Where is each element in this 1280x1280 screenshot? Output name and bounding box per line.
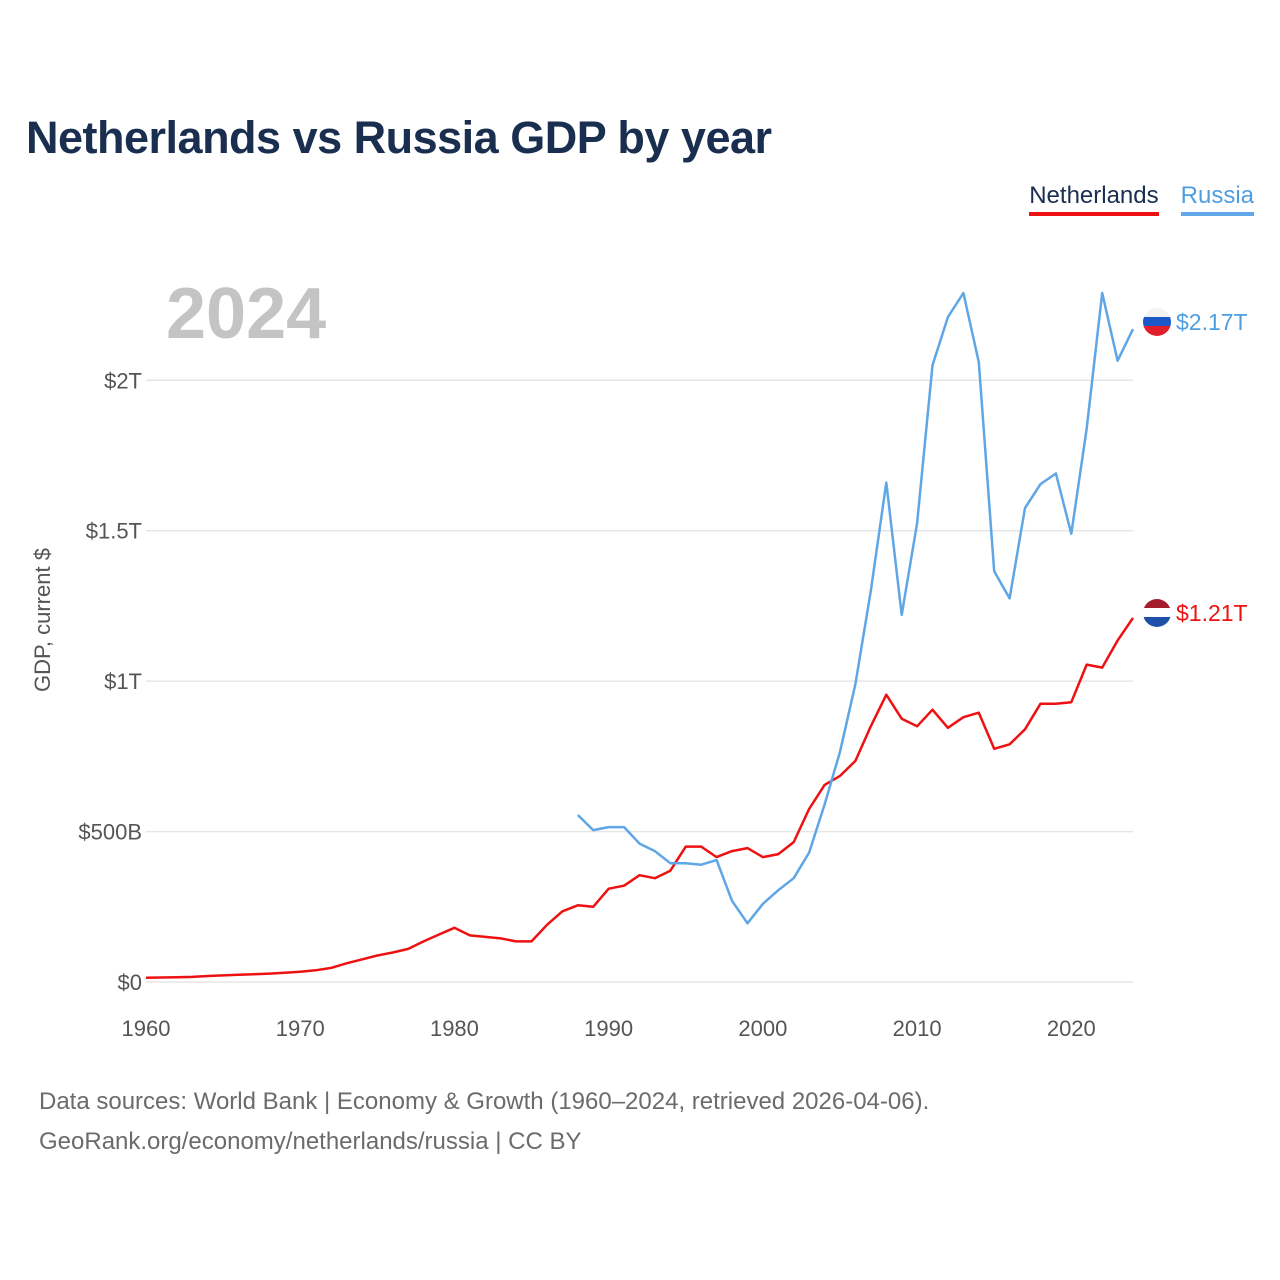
y-axis-ticks: $0 $500B $1T $1.5T $2T <box>78 368 142 995</box>
y-tick-label: $1.5T <box>86 519 142 544</box>
y-tick-label: $1T <box>104 669 142 694</box>
chart-title: Netherlands vs Russia GDP by year <box>26 112 772 163</box>
russia-flag-icon <box>1143 308 1171 336</box>
y-tick-label: $500B <box>78 820 142 845</box>
y-axis-label: GDP, current $ <box>30 548 55 692</box>
gdp-line-chart: $0 $500B $1T $1.5T $2T 1960 1970 1980 1990 2000 2… <box>30 274 1248 1041</box>
x-tick-label: 1960 <box>122 1016 171 1041</box>
series-line-russia[interactable] <box>576 291 1135 925</box>
series-lines <box>145 291 1135 980</box>
x-tick-label: 1980 <box>430 1016 479 1041</box>
x-tick-label: 1990 <box>584 1016 633 1041</box>
x-tick-label: 1970 <box>276 1016 325 1041</box>
x-tick-label: 2020 <box>1047 1016 1096 1041</box>
source-line-1: Data sources: World Bank | Economy & Gro… <box>39 1088 930 1115</box>
x-tick-label: 2000 <box>738 1016 787 1041</box>
legend: Netherlands Russia <box>1029 182 1254 216</box>
netherlands-flag-icon <box>1143 599 1171 627</box>
gridlines <box>146 379 1133 983</box>
y-tick-label: $0 <box>118 970 142 995</box>
x-tick-label: 2010 <box>893 1016 942 1041</box>
series-line-netherlands[interactable] <box>145 617 1135 980</box>
year-label: 2024 <box>166 274 326 354</box>
legend-netherlands[interactable]: Netherlands <box>1029 182 1159 216</box>
legend-russia[interactable]: Russia <box>1180 182 1254 216</box>
y-tick-label: $2T <box>104 368 142 393</box>
source-note: Data sources: World Bank | Economy & Gro… <box>39 1082 929 1162</box>
source-line-2[interactable]: GeoRank.org/economy/netherlands/russia |… <box>39 1128 582 1155</box>
russia-end-label: $2.17T <box>1176 309 1248 335</box>
netherlands-end-label: $1.21T <box>1176 600 1248 626</box>
x-axis-ticks: 1960 1970 1980 1990 2000 2010 2020 <box>122 1016 1096 1041</box>
